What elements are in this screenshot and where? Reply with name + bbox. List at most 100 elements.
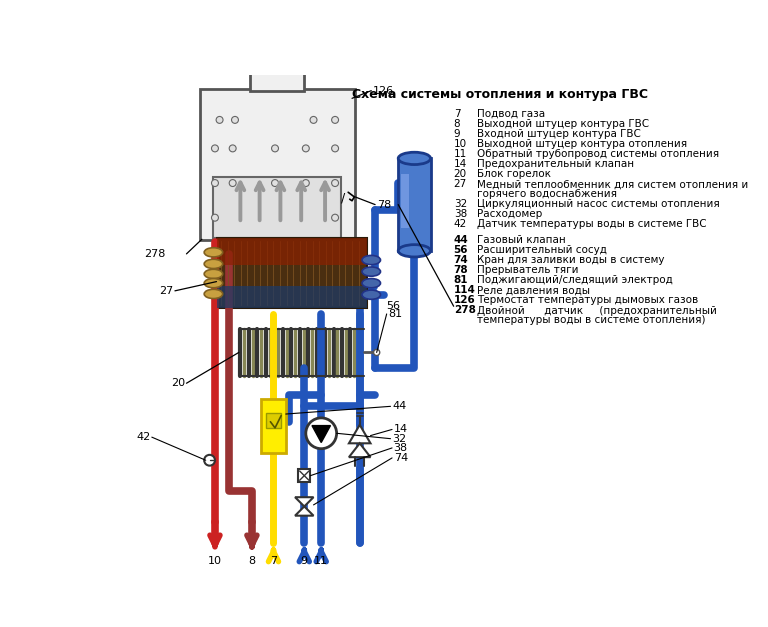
Text: Газовый клапан: Газовый клапан bbox=[477, 235, 565, 245]
Text: Выходной штуцер контура ГВС: Выходной штуцер контура ГВС bbox=[477, 119, 649, 129]
Circle shape bbox=[229, 145, 236, 152]
Circle shape bbox=[332, 117, 339, 124]
Text: 126: 126 bbox=[372, 86, 394, 96]
Text: 56: 56 bbox=[386, 301, 401, 311]
Polygon shape bbox=[295, 497, 313, 507]
Text: Схема системы отопления и контура ГВС: Схема системы отопления и контура ГВС bbox=[352, 88, 648, 100]
Ellipse shape bbox=[362, 290, 380, 299]
Text: 9: 9 bbox=[454, 129, 460, 139]
Text: 278: 278 bbox=[144, 249, 165, 259]
Text: 126: 126 bbox=[454, 295, 475, 305]
Polygon shape bbox=[349, 425, 370, 443]
Text: 8: 8 bbox=[454, 119, 460, 129]
Ellipse shape bbox=[399, 245, 431, 257]
Bar bbox=[200, 89, 355, 240]
Circle shape bbox=[332, 179, 339, 186]
Circle shape bbox=[211, 179, 218, 186]
Circle shape bbox=[303, 145, 310, 152]
Text: 10: 10 bbox=[208, 557, 222, 566]
Text: Поджигающий/следящий электрод: Поджигающий/следящий электрод bbox=[477, 275, 673, 285]
Circle shape bbox=[310, 117, 317, 124]
Circle shape bbox=[272, 179, 279, 186]
Text: 81: 81 bbox=[388, 309, 402, 319]
Bar bbox=[217, 238, 367, 265]
Bar bbox=[217, 286, 367, 308]
Bar bbox=[298, 470, 310, 482]
Circle shape bbox=[216, 117, 223, 124]
Ellipse shape bbox=[362, 267, 380, 277]
Text: 78: 78 bbox=[376, 199, 391, 209]
Text: Входной штуцер контура ГВС: Входной штуцер контура ГВС bbox=[477, 129, 641, 139]
Text: Кран для заливки воды в систему: Кран для заливки воды в систему bbox=[477, 255, 664, 265]
Bar bbox=[217, 238, 367, 308]
Text: температуры воды в системе отопления): температуры воды в системе отопления) bbox=[477, 315, 705, 325]
Text: Двойной      датчик     (предохранительный: Двойной датчик (предохранительный bbox=[477, 305, 717, 315]
Text: Датчик температуры воды в системе ГВС: Датчик температуры воды в системе ГВС bbox=[477, 219, 707, 229]
Text: 74: 74 bbox=[393, 453, 408, 463]
Text: 7: 7 bbox=[454, 109, 460, 119]
Circle shape bbox=[373, 349, 379, 356]
Text: Расширительный сосуд: Расширительный сосуд bbox=[477, 245, 607, 255]
Text: 38: 38 bbox=[393, 443, 408, 453]
Text: 42: 42 bbox=[454, 219, 467, 229]
Text: 38: 38 bbox=[454, 209, 467, 219]
Bar bbox=[266, 413, 281, 428]
Bar bbox=[402, 174, 409, 228]
Text: горячего водоснабжения: горячего водоснабжения bbox=[477, 189, 617, 199]
Circle shape bbox=[211, 145, 218, 152]
Ellipse shape bbox=[204, 248, 223, 257]
Text: 278: 278 bbox=[454, 305, 475, 315]
Text: 8: 8 bbox=[248, 557, 256, 566]
Text: Реле давления воды: Реле давления воды bbox=[477, 285, 590, 295]
Ellipse shape bbox=[204, 260, 223, 268]
Text: Прерыватель тяги: Прерыватель тяги bbox=[477, 265, 578, 275]
Text: 42: 42 bbox=[136, 432, 151, 442]
Ellipse shape bbox=[204, 289, 223, 298]
Bar bbox=[214, 177, 341, 238]
Circle shape bbox=[229, 179, 236, 186]
Text: 14: 14 bbox=[454, 159, 467, 169]
Text: 11: 11 bbox=[454, 149, 467, 159]
Ellipse shape bbox=[362, 255, 380, 265]
Circle shape bbox=[332, 214, 339, 221]
Text: Термостат температуры дымовых газов: Термостат температуры дымовых газов bbox=[477, 295, 698, 305]
Polygon shape bbox=[312, 426, 330, 443]
Text: 20: 20 bbox=[170, 378, 185, 388]
Text: Предохранительный клапан: Предохранительный клапан bbox=[477, 159, 634, 169]
Text: 7: 7 bbox=[270, 557, 277, 566]
Text: 32: 32 bbox=[454, 199, 467, 209]
Text: 44: 44 bbox=[392, 401, 406, 411]
Text: 56: 56 bbox=[454, 245, 468, 255]
Circle shape bbox=[204, 455, 215, 466]
Text: Выходной штуцер контура отопления: Выходной штуцер контура отопления bbox=[477, 139, 687, 149]
Ellipse shape bbox=[204, 278, 223, 288]
Text: Блок горелок: Блок горелок bbox=[477, 169, 551, 179]
Text: 9: 9 bbox=[301, 557, 308, 566]
Text: Расходомер: Расходомер bbox=[477, 209, 542, 219]
Ellipse shape bbox=[399, 152, 431, 164]
Polygon shape bbox=[349, 443, 370, 457]
Text: 20: 20 bbox=[454, 169, 467, 179]
Polygon shape bbox=[295, 507, 313, 515]
Text: 27: 27 bbox=[159, 286, 174, 296]
Text: Обратный трубопровод системы отопления: Обратный трубопровод системы отопления bbox=[477, 149, 719, 159]
Circle shape bbox=[272, 145, 279, 152]
Circle shape bbox=[211, 214, 218, 221]
Circle shape bbox=[332, 145, 339, 152]
Bar bbox=[399, 159, 431, 251]
Bar bbox=[250, 66, 303, 91]
Ellipse shape bbox=[362, 278, 380, 288]
Circle shape bbox=[306, 418, 336, 449]
Text: 27: 27 bbox=[454, 179, 467, 189]
Text: 10: 10 bbox=[454, 139, 467, 149]
Text: 11: 11 bbox=[314, 557, 328, 566]
Text: 78: 78 bbox=[454, 265, 468, 275]
Text: 44: 44 bbox=[454, 235, 468, 245]
Text: 81: 81 bbox=[454, 275, 468, 285]
Text: 32: 32 bbox=[392, 434, 406, 444]
Text: 14: 14 bbox=[393, 424, 408, 435]
Ellipse shape bbox=[204, 269, 223, 278]
Circle shape bbox=[303, 179, 310, 186]
Text: 114: 114 bbox=[454, 285, 475, 295]
Text: Медный теплообменник для систем отопления и: Медный теплообменник для систем отоплени… bbox=[477, 179, 748, 189]
